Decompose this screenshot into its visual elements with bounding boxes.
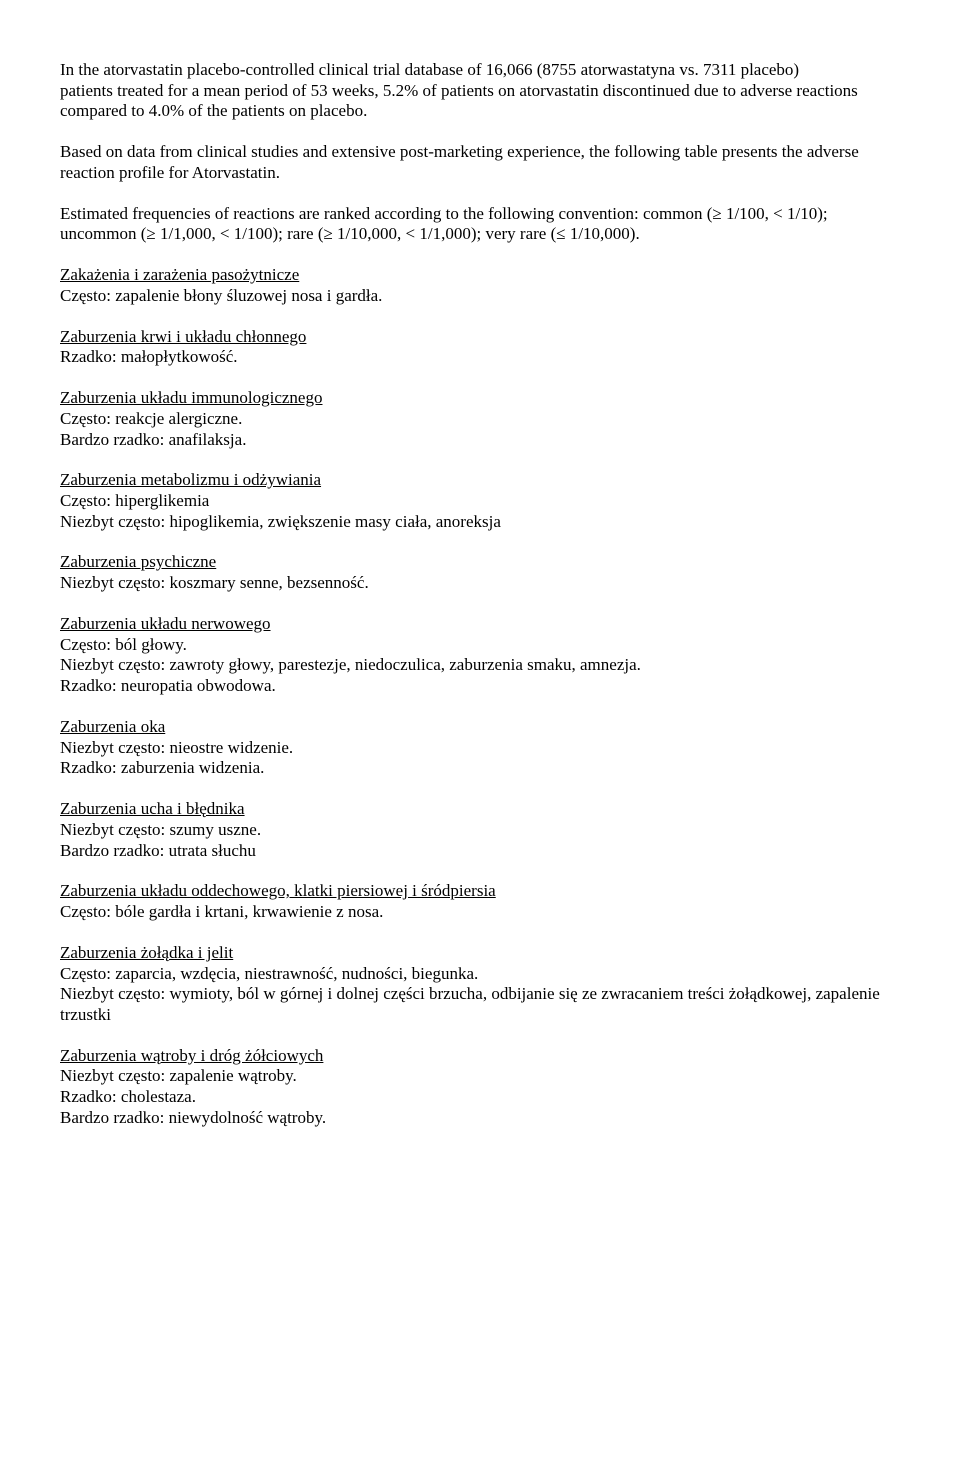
adverse-reaction-section: Zaburzenia wątroby i dróg żółciowychNiez… [60,1046,900,1129]
section-line: Bardzo rzadko: utrata słuchu [60,841,900,862]
section-heading: Zaburzenia układu immunologicznego [60,388,900,409]
section-heading-text: Zaburzenia układu nerwowego [60,614,271,633]
section-line: Niezbyt często: koszmary senne, bezsenno… [60,573,900,594]
section-heading-text: Zaburzenia układu immunologicznego [60,388,322,407]
adverse-reaction-section: Zaburzenia metabolizmu i odżywiania Częst… [60,470,900,532]
section-line: Często: hiperglikemia [60,491,900,512]
adverse-reaction-section: Zaburzenia krwi i układu chłonnegoRzadko… [60,327,900,368]
section-heading: Zaburzenia żołądka i jelit [60,943,900,964]
section-line: Rzadko: zaburzenia widzenia. [60,758,900,779]
section-heading-text: Zaburzenia ucha i błędnika [60,799,245,818]
section-line: Niezbyt często: nieostre widzenie. [60,738,900,759]
section-heading: Zakażenia i zarażenia pasożytnicze [60,265,900,286]
section-line: Niezbyt często: szumy uszne. [60,820,900,841]
adverse-reaction-section: Zaburzenia układu immunologicznego Często… [60,388,900,450]
section-line: Często: reakcje alergiczne. [60,409,900,430]
section-heading: Zaburzenia oka [60,717,900,738]
section-heading-text: Zaburzenia wątroby i dróg żółciowych [60,1046,323,1065]
section-heading-text: Zakażenia i zarażenia pasożytnicze [60,265,299,284]
section-heading: Zaburzenia układu oddechowego, klatki pi… [60,881,900,902]
section-line: Niezbyt często: wymioty, ból w górnej i … [60,984,900,1025]
section-line: Często: zaparcia, wzdęcia, niestrawność,… [60,964,900,985]
adverse-reaction-section: Zaburzenia żołądka i jelit Często: zaparc… [60,943,900,1026]
adverse-reaction-section: Zaburzenia oka Niezbyt często: nieostre w… [60,717,900,779]
section-line: Rzadko: neuropatia obwodowa. [60,676,900,697]
section-heading: Zaburzenia psychiczne [60,552,900,573]
adverse-reaction-section: Zakażenia i zarażenia pasożytnicze Często… [60,265,900,306]
section-heading: Zaburzenia krwi i układu chłonnego [60,327,900,348]
section-heading-text: Zaburzenia układu oddechowego, klatki pi… [60,881,496,900]
intro-line2: patients treated for a mean period of 53… [60,81,858,121]
adverse-reaction-section: Zaburzenia ucha i błędnika Niezbyt często… [60,799,900,861]
section-heading-text: Zaburzenia żołądka i jelit [60,943,233,962]
paragraph-2: Based on data from clinical studies and … [60,142,900,183]
adverse-reaction-section: Zaburzenia układu nerwowego Często: ból g… [60,614,900,697]
section-heading: Zaburzenia metabolizmu i odżywiania [60,470,900,491]
section-heading: Zaburzenia wątroby i dróg żółciowych [60,1046,900,1067]
intro-line1: In the atorvastatin placebo-controlled c… [60,60,799,79]
section-heading: Zaburzenia układu nerwowego [60,614,900,635]
section-heading-text: Zaburzenia metabolizmu i odżywiania [60,470,321,489]
section-line: Bardzo rzadko: anafilaksja. [60,430,900,451]
section-line: Niezbyt często: zapalenie wątroby. [60,1066,900,1087]
adverse-reaction-section: Zaburzenia układu oddechowego, klatki pi… [60,881,900,922]
section-line: Często: bóle gardła i krtani, krwawienie… [60,902,900,923]
intro-paragraph: In the atorvastatin placebo-controlled c… [60,60,900,122]
section-line: Bardzo rzadko: niewydolność wątroby. [60,1108,900,1129]
section-line: Często: zapalenie błony śluzowej nosa i … [60,286,900,307]
paragraph-3: Estimated frequencies of reactions are r… [60,204,900,245]
adverse-reaction-section: Zaburzenia psychiczne Niezbyt często: kos… [60,552,900,593]
section-heading-text: Zaburzenia oka [60,717,165,736]
section-line: Rzadko: małopłytkowość. [60,347,900,368]
section-line: Niezbyt często: zawroty głowy, parestezj… [60,655,900,676]
section-heading-text: Zaburzenia krwi i układu chłonnego [60,327,306,346]
section-line: Niezbyt często: hipoglikemia, zwiększeni… [60,512,900,533]
section-heading-text: Zaburzenia psychiczne [60,552,216,571]
section-heading: Zaburzenia ucha i błędnika [60,799,900,820]
section-line: Często: ból głowy. [60,635,900,656]
section-line: Rzadko: cholestaza. [60,1087,900,1108]
